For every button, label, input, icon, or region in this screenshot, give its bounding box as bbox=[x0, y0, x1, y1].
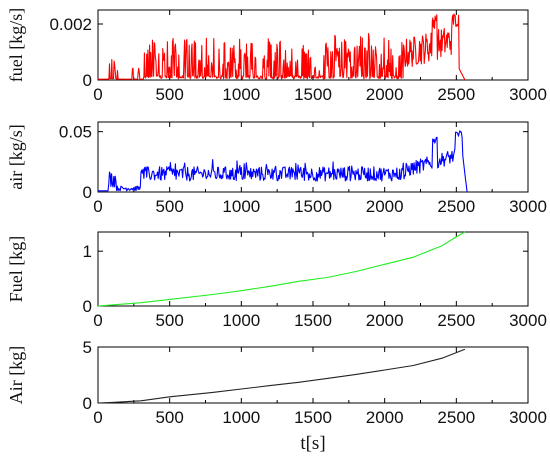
x-tick-label: 3000 bbox=[509, 85, 547, 104]
x-tick-label: 500 bbox=[155, 311, 183, 330]
x-tick-label: 2500 bbox=[437, 311, 475, 330]
x-tick-label: 1000 bbox=[222, 311, 260, 330]
y-tick-label: 0.05 bbox=[59, 123, 92, 142]
panel-2: 0 500 1000 1500 2000 2500 3000 0 0.05 air [kg/s] bbox=[6, 121, 547, 216]
series-line-3 bbox=[97, 231, 466, 307]
x-tick-label: 1500 bbox=[294, 408, 332, 427]
y-axis-label: air [kg/s] bbox=[6, 124, 26, 189]
x-axis-label: t[s] bbox=[300, 433, 325, 454]
y-axis-label: fuel [kg/s] bbox=[6, 8, 26, 82]
x-tick-label: 3000 bbox=[509, 408, 547, 427]
x-tick-label: 2500 bbox=[437, 197, 475, 216]
plot-frame bbox=[97, 121, 529, 193]
x-tick-label: 3000 bbox=[509, 197, 547, 216]
x-tick-label: 500 bbox=[155, 197, 183, 216]
x-tick-label: 2000 bbox=[366, 408, 404, 427]
x-tick-label: 1500 bbox=[294, 197, 332, 216]
y-tick-label: 1 bbox=[83, 242, 92, 261]
panel-3: 0 500 1000 1500 2000 2500 3000 0 1 Fuel [kg] bbox=[6, 231, 547, 330]
y-axis-label: Fuel [kg] bbox=[6, 236, 26, 303]
x-tick-label: 500 bbox=[155, 408, 183, 427]
x-tick-label: 1000 bbox=[222, 197, 260, 216]
plot-frame bbox=[97, 346, 529, 404]
panel-1: 0 500 1000 1500 2000 2500 3000 0 0.002 fuel [kg/s… bbox=[6, 8, 547, 104]
x-tick-label: 500 bbox=[155, 85, 183, 104]
y-tick-label: 0 bbox=[83, 394, 92, 413]
plot-frame bbox=[97, 231, 529, 307]
x-tick-label: 2000 bbox=[366, 85, 404, 104]
y-tick-label: 0.002 bbox=[49, 15, 92, 34]
x-tick-label: 3000 bbox=[509, 311, 547, 330]
y-tick-label: 0 bbox=[83, 71, 92, 90]
y-tick-label: 0 bbox=[83, 297, 92, 316]
x-tick-label: 0 bbox=[93, 408, 102, 427]
series-line-4 bbox=[97, 348, 466, 404]
x-tick-label: 0 bbox=[93, 197, 102, 216]
x-tick-label: 0 bbox=[93, 311, 102, 330]
panel-4: 0 500 1000 1500 2000 2500 3000 0 5 Air [kg] t[s] bbox=[6, 338, 547, 454]
x-tick-label: 1500 bbox=[294, 311, 332, 330]
x-tick-label: 2000 bbox=[366, 197, 404, 216]
x-tick-label: 2500 bbox=[437, 408, 475, 427]
x-tick-label: 0 bbox=[93, 85, 102, 104]
x-tick-label: 2000 bbox=[366, 311, 404, 330]
x-tick-label: 2500 bbox=[437, 85, 475, 104]
series-line-2 bbox=[98, 130, 468, 193]
x-tick-label: 1000 bbox=[222, 85, 260, 104]
y-axis-label: Air [kg] bbox=[6, 346, 26, 404]
y-tick-label: 5 bbox=[83, 338, 92, 357]
y-tick-label: 0 bbox=[83, 183, 92, 202]
series-line-1 bbox=[98, 13, 466, 81]
x-tick-label: 1500 bbox=[294, 85, 332, 104]
x-tick-label: 1000 bbox=[222, 408, 260, 427]
